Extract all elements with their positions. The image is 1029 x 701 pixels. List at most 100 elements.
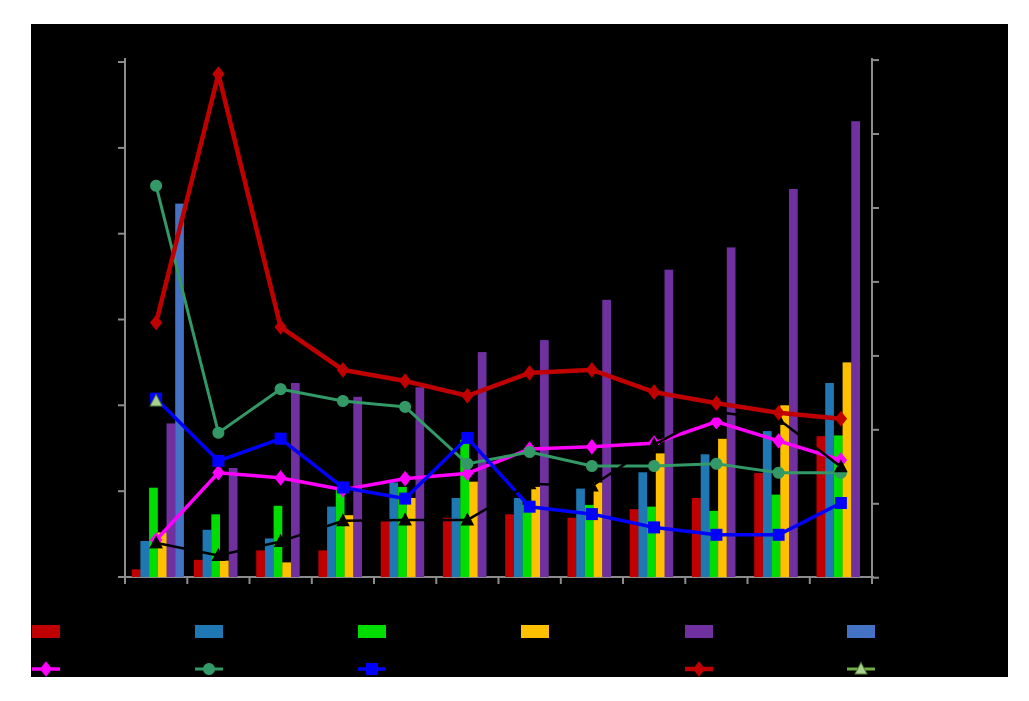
marker-red-diamond: [772, 404, 785, 421]
marker-seagreen-circle: [772, 466, 785, 479]
bar-blue-g6: [451, 498, 461, 577]
marker-black-triangle: [460, 512, 475, 526]
bar-green-g5: [398, 486, 407, 577]
bar-green-g2: [211, 514, 220, 577]
marker-magenta-diamond: [274, 470, 287, 486]
marker-red-diamond: [149, 314, 163, 331]
marker-seagreen-circle: [336, 395, 349, 407]
bar-red-g11: [754, 473, 763, 577]
marker-black-triangle: [149, 535, 163, 549]
chart-svg: [32, 58, 879, 677]
bar-green-g7: [522, 504, 532, 577]
bar-blue-g5: [389, 482, 399, 577]
line-magenta: [154, 419, 843, 542]
bar-green-g9: [647, 506, 656, 577]
legend-marker-red: [692, 661, 706, 677]
marker-blue-square: [274, 432, 287, 445]
legend-marker-magenta: [39, 661, 53, 677]
marker-blue-square: [523, 500, 536, 513]
marker-blue-square: [710, 528, 723, 541]
marker-lightgreen-triangle: [149, 393, 163, 407]
bar-purple-g10: [726, 247, 736, 577]
bar-blue-g7: [513, 498, 523, 577]
bar-red-g12: [816, 436, 826, 577]
bar-red-g2: [193, 559, 203, 577]
marker-seagreen-circle: [648, 460, 661, 472]
bar-yellow-g6: [469, 481, 478, 577]
bar-blue-g12: [825, 383, 834, 577]
marker-blue-square: [336, 481, 349, 494]
legend-marker-blue: [366, 663, 378, 675]
bar-yellow-g5: [406, 498, 416, 577]
marker-seagreen-circle: [710, 457, 723, 470]
marker-blue-square: [834, 497, 847, 509]
bar-yellow-g1: [157, 532, 167, 577]
marker-magenta-diamond: [710, 413, 723, 430]
marker-seagreen-circle: [585, 460, 598, 472]
bar-yellow-g9: [655, 453, 665, 577]
bar-green-g4: [335, 487, 345, 577]
marker-black-triangle: [398, 512, 412, 526]
bar-blue-g4: [327, 506, 336, 577]
marker-black-triangle: [273, 533, 288, 547]
bar-red-g3: [256, 550, 265, 577]
line-seagreen: [154, 184, 843, 475]
legend-swatch-blue-bar: [195, 625, 223, 638]
marker-red-diamond: [834, 410, 848, 427]
legend-swatch-yellow-bar: [521, 625, 549, 638]
marker-black-triangle: [336, 513, 350, 527]
marker-red-diamond: [336, 362, 350, 378]
bar-red-g6: [442, 517, 452, 577]
line-red: [153, 71, 844, 421]
bar-green-g8: [584, 504, 594, 577]
chart-canvas: [31, 24, 1008, 677]
bar-purple-g8: [602, 299, 611, 577]
bar-purple-g2: [228, 468, 238, 577]
marker-blue-square: [648, 521, 661, 534]
legend-swatch-cornflower-bar: [847, 625, 875, 638]
bar-purple-g11: [789, 189, 798, 577]
marker-magenta-diamond: [398, 470, 412, 487]
bar-yellow-g4: [344, 515, 354, 577]
marker-black-triangle: [585, 478, 599, 492]
marker-black-triangle: [211, 547, 226, 561]
marker-red-diamond: [398, 373, 412, 389]
marker-seagreen-circle: [461, 457, 474, 470]
bar-purple-g12: [851, 121, 860, 577]
marker-red-diamond: [647, 384, 661, 400]
marker-seagreen-circle: [274, 383, 287, 396]
marker-blue-square: [772, 528, 785, 541]
bar-green-g1: [149, 487, 158, 577]
bar-green-g10: [709, 510, 719, 577]
bar-yellow-g12: [842, 362, 852, 577]
marker-black-triangle: [834, 459, 848, 473]
legend-marker-lightgreen: [854, 661, 868, 675]
bar-blue-g1: [140, 541, 150, 577]
line-black: [154, 410, 843, 557]
legend-marker-black: [528, 661, 542, 675]
bar-yellow-g2: [220, 560, 229, 577]
marker-red-diamond: [212, 66, 225, 82]
legend-swatch-purple-bar: [685, 625, 713, 638]
bar-blue-g10: [700, 454, 710, 577]
bar-yellow-g8: [593, 482, 603, 577]
bar-red-g9: [629, 509, 639, 577]
bar-red-g10: [692, 498, 701, 577]
marker-red-diamond: [710, 395, 723, 412]
marker-seagreen-circle: [523, 446, 536, 458]
marker-seagreen-circle: [399, 400, 412, 413]
bar-blue-g3: [264, 538, 274, 577]
bar-red-g8: [567, 517, 577, 577]
marker-magenta-diamond: [772, 433, 785, 449]
bar-red-g5: [380, 521, 390, 577]
line-blue: [154, 396, 843, 537]
bar-purple-g7: [540, 340, 549, 577]
marker-blue-square: [212, 454, 225, 467]
marker-black-triangle: [522, 476, 537, 490]
marker-blue-square: [461, 431, 474, 444]
marker-red-diamond: [523, 365, 536, 381]
bar-blue-g8: [576, 488, 585, 577]
bar-cornflower-g1: [175, 203, 184, 577]
bar-yellow-g7: [531, 486, 540, 577]
